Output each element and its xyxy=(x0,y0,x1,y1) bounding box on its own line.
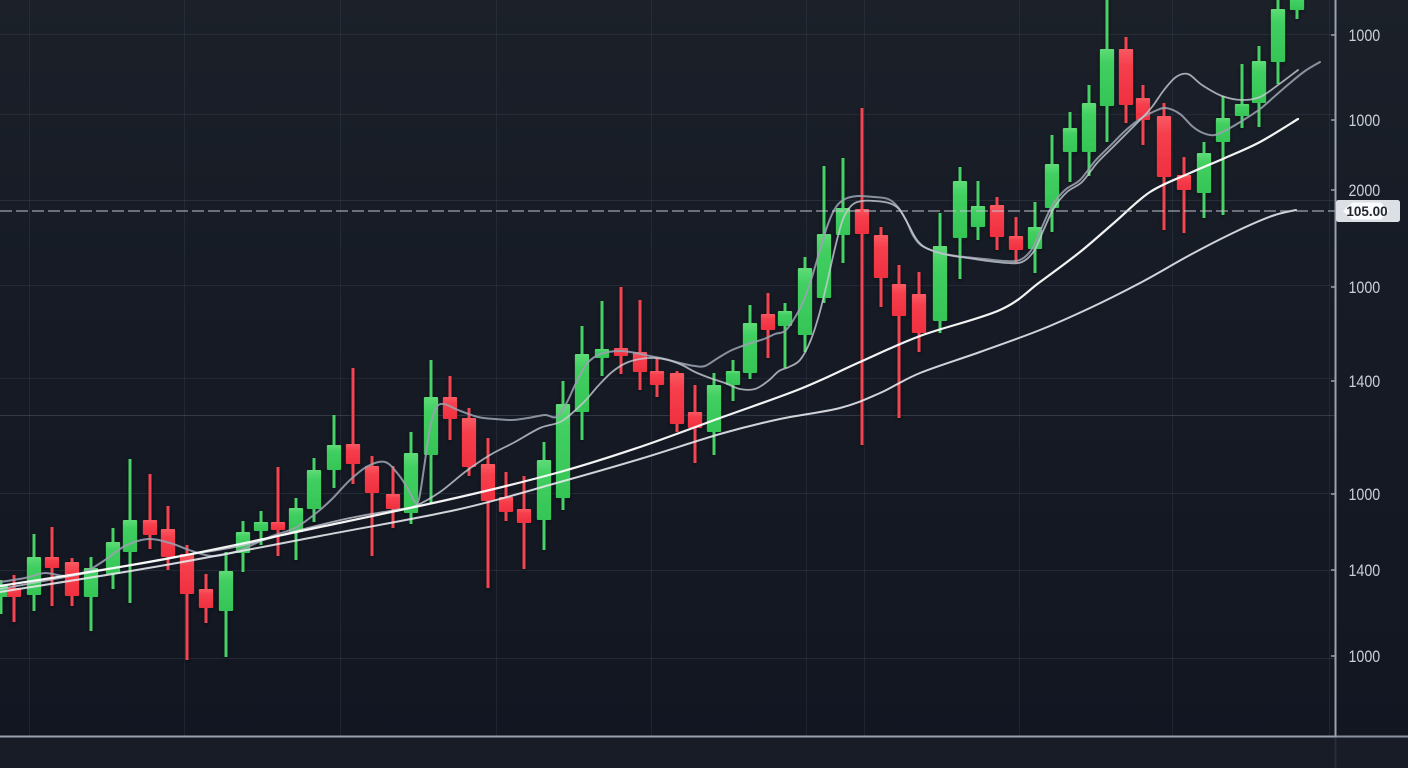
svg-text:1400: 1400 xyxy=(1349,373,1381,391)
svg-text:1000: 1000 xyxy=(1349,27,1381,45)
svg-text:1000: 1000 xyxy=(1349,112,1381,130)
svg-text:1400: 1400 xyxy=(1349,562,1381,580)
svg-text:1000: 1000 xyxy=(1349,279,1381,297)
svg-text:1000: 1000 xyxy=(1349,648,1381,666)
svg-text:1000: 1000 xyxy=(1349,486,1381,504)
svg-text:2000: 2000 xyxy=(1349,182,1381,200)
svg-text:105.00: 105.00 xyxy=(1346,204,1387,219)
